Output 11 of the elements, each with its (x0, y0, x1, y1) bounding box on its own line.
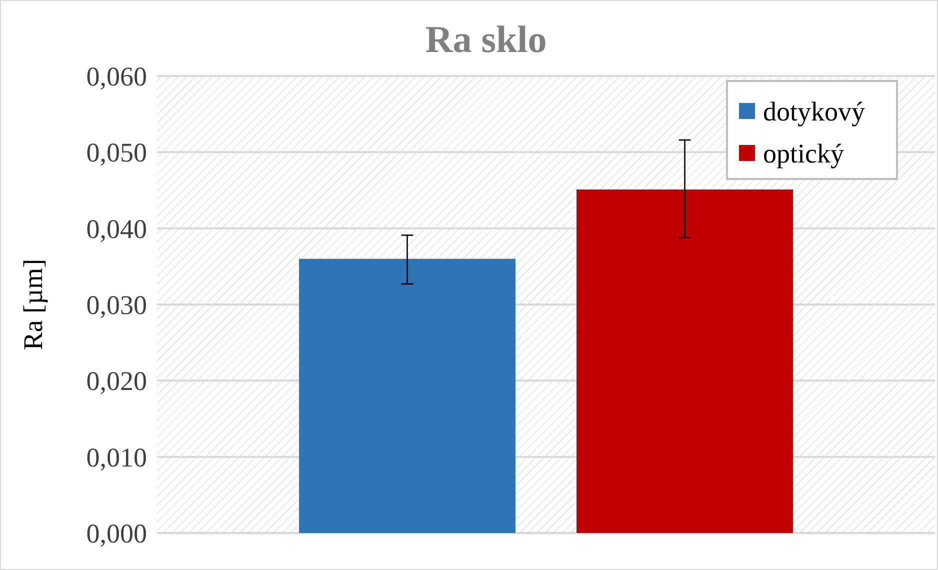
y-tick-label: 0,000 (86, 518, 147, 548)
y-tick-label: 0,030 (86, 290, 147, 320)
legend-label: dotykový (763, 96, 866, 126)
y-tick-label: 0,060 (86, 61, 147, 92)
legend-label: optický (763, 138, 844, 168)
y-tick-label: 0,020 (86, 366, 147, 396)
chart-title: Ra sklo (425, 19, 547, 61)
y-tick-label: 0,050 (86, 138, 147, 168)
y-axis-title: Ra [µm] (18, 258, 48, 350)
y-tick-label: 0,010 (86, 442, 147, 472)
y-tick-label: 0,040 (86, 214, 147, 244)
